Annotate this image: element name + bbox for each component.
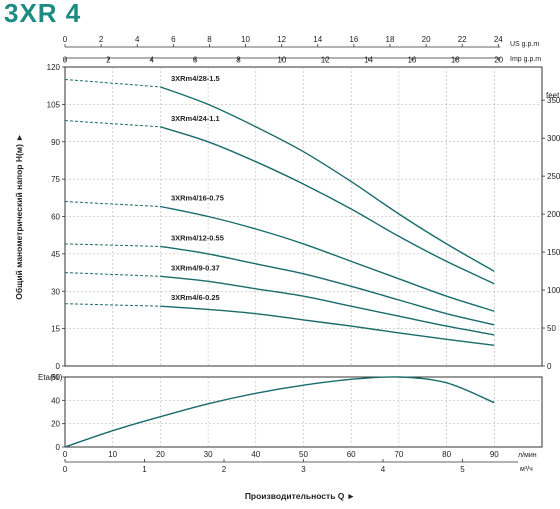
- lpm-tick-label: 50: [299, 450, 308, 459]
- head-curve: [160, 127, 494, 284]
- lpm-tick-label: 70: [394, 450, 403, 459]
- head-curve: [160, 276, 494, 335]
- us-gpm-tick-label: 16: [349, 35, 358, 44]
- head-y-tick-label: 30: [51, 287, 60, 296]
- us-gpm-tick-label: 18: [386, 35, 395, 44]
- lpm-tick-label: 30: [204, 450, 213, 459]
- head-y-tick-label: 120: [47, 63, 61, 72]
- us-gpm-tick-label: 6: [171, 35, 176, 44]
- m3h-tick-label: 4: [381, 465, 386, 474]
- us-gpm-tick-label: 22: [458, 35, 467, 44]
- m3h-tick-label: 2: [222, 465, 227, 474]
- page-title: 3XR 4: [4, 0, 81, 29]
- head-curve-dashed: [65, 121, 160, 127]
- head-y-tick-label: 15: [51, 325, 60, 334]
- head-y-tick-label: 45: [51, 250, 60, 259]
- imp-gpm-tick-label: 20: [494, 56, 503, 65]
- feet-tick-label: 200: [547, 210, 560, 219]
- m3h-unit-label: м³/ч: [520, 466, 533, 473]
- us-gpm-tick-label: 2: [99, 35, 104, 44]
- us-gpm-tick-label: 8: [207, 35, 212, 44]
- imp-gpm-tick-label: 2: [106, 56, 111, 65]
- lpm-tick-label: 60: [347, 450, 356, 459]
- feet-tick-label: 0: [547, 362, 552, 371]
- feet-tick-label: 300: [547, 134, 560, 143]
- lpm-tick-label: 80: [442, 450, 451, 459]
- feet-tick-label: 100: [547, 286, 560, 295]
- head-curve-dashed: [65, 202, 160, 207]
- lpm-tick-label: 40: [251, 450, 260, 459]
- feet-tick-label: 350: [547, 96, 560, 105]
- eta-y-tick-label: 0: [56, 443, 61, 452]
- us-gpm-tick-label: 12: [277, 35, 286, 44]
- eta-axis-title: Eta(%): [38, 373, 63, 382]
- head-y-tick-label: 0: [56, 362, 61, 371]
- lpm-unit-label: л/мин: [518, 452, 537, 459]
- eta-y-tick-label: 40: [51, 396, 60, 405]
- head-y-tick-label: 60: [51, 213, 60, 222]
- feet-tick-label: 150: [547, 248, 560, 257]
- m3h-tick-label: 5: [460, 465, 465, 474]
- head-y-tick-label: 105: [47, 100, 61, 109]
- imp-gpm-tick-label: 12: [321, 56, 330, 65]
- feet-tick-label: 250: [547, 172, 560, 181]
- curve-label: 3XRm4/9-0.37: [171, 263, 220, 272]
- curve-label: 3XRm4/16-0.75: [171, 194, 224, 203]
- head-y-axis-title: Общий манометрический напор H(м) ►: [14, 133, 24, 299]
- imp-gpm-tick-label: 4: [150, 56, 155, 65]
- curve-label: 3XRm4/24-1.1: [171, 114, 220, 123]
- lpm-tick-label: 20: [156, 450, 165, 459]
- us-gpm-tick-label: 10: [241, 35, 250, 44]
- imp-gpm-tick-label: 18: [451, 56, 460, 65]
- imp-gpm-tick-label: 16: [407, 56, 416, 65]
- us-gpm-tick-label: 0: [63, 35, 68, 44]
- us-gpm-tick-label: 4: [135, 35, 140, 44]
- m3h-tick-label: 1: [142, 465, 147, 474]
- imp-gpm-tick-label: 8: [236, 56, 241, 65]
- head-curve: [160, 246, 494, 325]
- us-gpm-tick-label: 14: [313, 35, 322, 44]
- head-y-tick-label: 90: [51, 138, 60, 147]
- lpm-tick-label: 90: [490, 450, 499, 459]
- us-gpm-tick-label: 20: [422, 35, 431, 44]
- feet-tick-label: 50: [547, 324, 556, 333]
- imp-gpm-tick-label: 6: [193, 56, 198, 65]
- lpm-tick-label: 10: [108, 450, 117, 459]
- head-y-tick-label: 75: [51, 175, 60, 184]
- m3h-tick-label: 3: [301, 465, 306, 474]
- curve-label: 3XRm4/28-1.5: [171, 74, 220, 83]
- imp-gpm-axis-title: Imp g.p.m: [510, 56, 541, 63]
- curve-label: 3XRm4/12-0.55: [171, 233, 224, 242]
- eta-curve: [65, 377, 494, 447]
- eta-plot-frame: [65, 377, 542, 447]
- lpm-tick-label: 0: [63, 450, 68, 459]
- x-axis-title: Производительность Q ►: [245, 491, 355, 501]
- curve-label: 3XRm4/6-0.25: [171, 293, 220, 302]
- us-gpm-axis-title: US g.p.m: [510, 41, 539, 48]
- eta-y-tick-label: 20: [51, 420, 60, 429]
- imp-gpm-tick-label: 14: [364, 56, 373, 65]
- imp-gpm-tick-label: 10: [277, 56, 286, 65]
- m3h-tick-label: 0: [63, 465, 68, 474]
- imp-gpm-tick-label: 0: [63, 56, 68, 65]
- us-gpm-tick-label: 24: [494, 35, 503, 44]
